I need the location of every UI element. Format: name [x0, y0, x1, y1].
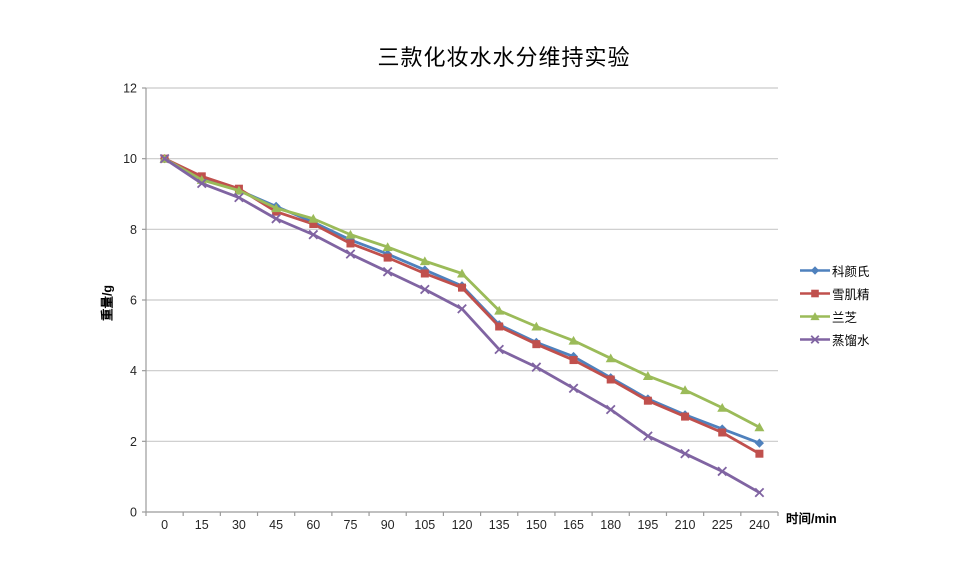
marker-square [681, 412, 690, 421]
x-tick-label: 0 [161, 518, 168, 532]
chart-title: 三款化妆水水分维持实验 [377, 46, 631, 71]
y-tick-label: 8 [130, 223, 137, 237]
marker-triangle [419, 256, 430, 266]
series-line-兰芝 [163, 157, 761, 429]
marker-x [382, 266, 393, 277]
legend-label: 雪肌精 [832, 288, 870, 302]
legend-label: 兰芝 [832, 311, 858, 325]
legend-item-xuejijing: 雪肌精 [800, 287, 870, 302]
legend-marker-x-icon [800, 335, 830, 344]
marker-triangle [642, 371, 653, 380]
x-tick-label: 180 [600, 518, 621, 532]
series-line-蒸馏水 [163, 157, 761, 494]
marker-square [718, 428, 727, 437]
x-tick-label: 45 [269, 518, 283, 532]
marker-x [643, 431, 653, 441]
legend-item-lanzhi: 兰芝 [800, 310, 870, 325]
y-tick-label: 4 [130, 364, 137, 378]
marker-x [680, 448, 690, 459]
marker-x [754, 487, 765, 498]
legend-marker-triangle-icon [800, 312, 830, 321]
marker-square [569, 356, 578, 365]
marker-x [605, 404, 616, 415]
y-tick-label: 12 [123, 82, 137, 96]
marker-square [495, 322, 504, 331]
marker-square [643, 396, 652, 405]
x-tick-label: 150 [526, 518, 547, 532]
marker-x [345, 249, 356, 259]
x-tick-label: 225 [712, 518, 733, 532]
marker-triangle [605, 353, 616, 363]
marker-x [159, 153, 170, 164]
legend-label: 蒸馏水 [832, 334, 870, 348]
marker-triangle [717, 402, 728, 412]
x-tick-label: 135 [489, 518, 510, 532]
marker-triangle [308, 213, 319, 223]
marker-square [420, 269, 429, 278]
marker-triangle [271, 203, 282, 213]
marker-square [309, 220, 318, 229]
x-tick-label: 195 [637, 518, 658, 532]
x-tick-label: 105 [414, 518, 435, 532]
marker-x [419, 284, 430, 295]
legend-item-keyanshi: 科颜氏 [800, 264, 870, 279]
y-tick-label: 10 [123, 152, 137, 166]
marker-triangle [233, 185, 244, 195]
marker-x [717, 466, 728, 477]
marker-square [458, 283, 466, 292]
marker-triangle [680, 385, 691, 395]
marker-x [234, 192, 244, 203]
x-tick-label: 210 [675, 518, 696, 532]
y-tick-label: 2 [130, 435, 137, 449]
marker-x [494, 344, 505, 355]
marker-x [457, 303, 467, 314]
marker-square [532, 340, 541, 349]
y-axis-title: 重量/g [100, 284, 115, 322]
marker-square [755, 449, 764, 458]
legend-item-zhengliushui: 蒸馏水 [800, 333, 870, 348]
x-tick-label: 15 [195, 518, 209, 532]
marker-x [271, 213, 281, 224]
marker-triangle [531, 321, 542, 331]
marker-x [308, 229, 319, 240]
marker-triangle [494, 305, 505, 315]
marker-triangle [457, 268, 467, 278]
x-axis-title: 时间/min [786, 512, 837, 526]
x-tick-label: 30 [232, 518, 246, 532]
legend: 科颜氏 雪肌精 兰芝 蒸馏水 [800, 264, 870, 348]
series-line-科颜氏 [163, 157, 761, 445]
y-tick-label: 6 [130, 294, 137, 308]
marker-diamond [754, 438, 765, 448]
marker-triangle [568, 335, 579, 345]
marker-square [346, 239, 355, 248]
series-line-雪肌精 [163, 157, 761, 456]
marker-triangle [345, 229, 356, 239]
x-tick-label: 165 [563, 518, 584, 532]
marker-triangle [754, 422, 765, 432]
legend-label: 科颜氏 [832, 265, 870, 279]
y-tick-label: 0 [130, 506, 137, 520]
x-tick-label: 60 [306, 518, 320, 532]
marker-square [606, 375, 615, 384]
legend-marker-square-icon [800, 289, 830, 298]
x-tick-label: 240 [749, 518, 770, 532]
marker-triangle [382, 242, 393, 251]
x-tick-label: 75 [344, 518, 358, 532]
x-tick-label: 120 [452, 518, 473, 532]
marker-x [531, 362, 542, 372]
marker-x [568, 383, 579, 394]
marker-x [196, 178, 207, 189]
marker-square [383, 253, 392, 262]
x-tick-label: 90 [381, 518, 395, 532]
legend-marker-diamond-icon [800, 266, 830, 275]
